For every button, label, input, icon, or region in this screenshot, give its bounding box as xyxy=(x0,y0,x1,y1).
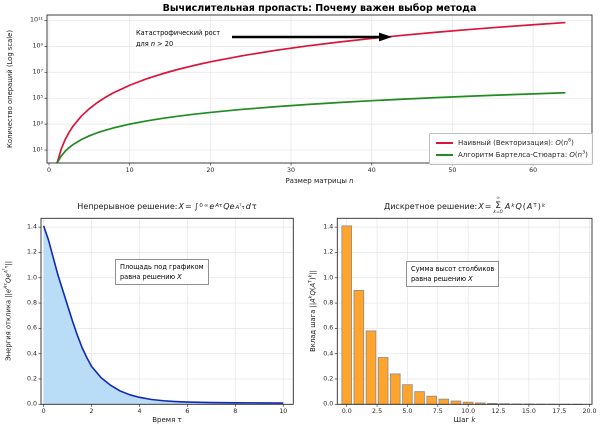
bar xyxy=(341,225,352,405)
legend-item-naive: Наивный (Векторизация): O(n6) xyxy=(436,139,586,147)
tick-label: 17.5 xyxy=(552,407,567,415)
tick-label: 15.0 xyxy=(521,407,536,415)
bar xyxy=(414,391,425,405)
tick-label: 1.4 xyxy=(26,223,37,231)
tick-label: 4 xyxy=(137,407,142,415)
tick-label: 10 xyxy=(279,407,288,415)
bars-annotation: Сумма высот столбиков равна решению X xyxy=(406,261,500,288)
area-annotation: Площадь под графиком равна решению X xyxy=(115,259,209,286)
continuous-title: Непрерывное решение: X = ∫ 0 ∞ e Aτ Qe ATτ d τ xyxy=(77,201,257,211)
discrete-xlabel: Шаг k xyxy=(453,416,476,424)
bar xyxy=(402,384,413,405)
tick-label: 1.0 xyxy=(323,274,334,282)
growth-arrow-icon xyxy=(232,32,392,42)
tick-label: 8 xyxy=(233,407,238,415)
tick-label: 0.4 xyxy=(26,350,37,358)
response-curve xyxy=(42,225,284,404)
axes-frame xyxy=(40,217,294,405)
tick-label: 0 xyxy=(41,407,46,415)
growth-annotation: Катастрофический рост для n > 20 xyxy=(136,29,221,48)
legend: Наивный (Векторизация): O(n6) Алгоритм Б… xyxy=(429,133,593,165)
tick-label: 10¹ xyxy=(32,146,43,154)
tick-label: 1.0 xyxy=(26,274,37,282)
legend-item-bartels: Алгоритм Бартелса-Стюарта: O(n3) xyxy=(436,150,588,159)
tick-label: 0.0 xyxy=(26,400,37,408)
tick-label: 40 xyxy=(367,166,376,174)
continuous-xlabel: Время τ xyxy=(152,416,182,424)
axes-frame xyxy=(46,14,593,164)
tick-label: 0.0 xyxy=(341,407,352,415)
tick-label: 0.0 xyxy=(323,400,334,408)
tick-label: 30 xyxy=(287,166,296,174)
bar xyxy=(390,373,401,405)
tick-label: 10⁵ xyxy=(32,94,43,102)
tick-label: 60 xyxy=(529,166,538,174)
legend-label-bartels: Алгоритм Бартелса-Стюарта: O(n3) xyxy=(458,150,588,159)
tick-label: 20.0 xyxy=(582,407,597,415)
tick-label: 10⁹ xyxy=(32,42,43,50)
tick-label: 12.5 xyxy=(491,407,506,415)
bar xyxy=(377,357,389,405)
tick-label: 2 xyxy=(89,407,94,415)
tick-label: 0.6 xyxy=(26,324,37,332)
naive-line-swatch xyxy=(436,141,453,145)
tick-label: 10.0 xyxy=(461,407,476,415)
tick-label: 10³ xyxy=(32,120,43,128)
tick-label: 0.8 xyxy=(323,299,334,307)
tick-label: 7.5 xyxy=(432,407,443,415)
tick-label: 2.5 xyxy=(372,407,383,415)
bar xyxy=(353,290,365,405)
tick-label: 5.0 xyxy=(402,407,413,415)
axes-frame xyxy=(336,217,593,405)
tick-label: 0 xyxy=(47,166,52,174)
legend-label-naive: Наивный (Векторизация): O(n6) xyxy=(458,138,574,147)
discrete-ylabel: Вклад шага ||AkQ(AT)k|| xyxy=(308,270,317,352)
naive-vectorization-On6-line xyxy=(56,21,566,164)
tick-label: 20 xyxy=(206,166,215,174)
tick-label: 50 xyxy=(448,166,457,174)
bar xyxy=(365,330,377,405)
tick-label: 10⁷ xyxy=(32,68,43,76)
tick-label: 0.2 xyxy=(323,375,334,383)
tick-label: 0.8 xyxy=(26,299,37,307)
tick-label: 1.2 xyxy=(26,248,37,256)
tick-label: 0.2 xyxy=(26,375,37,383)
bartels-line-swatch xyxy=(436,153,453,157)
complexity-ylabel: Количество операций (Log scale) xyxy=(6,30,14,148)
tick-label: 10¹¹ xyxy=(29,16,43,24)
tick-label: 0.6 xyxy=(323,324,334,332)
tick-label: 10 xyxy=(125,166,134,174)
continuous-ylabel: Энергия отклика ||eAτQeATτ|| xyxy=(1,260,13,362)
response-area xyxy=(43,225,284,405)
main-title: Вычислительная пропасть: Почему важен вы… xyxy=(162,2,477,14)
bartels-stewart-On3-line xyxy=(56,91,566,164)
tick-label: 6 xyxy=(185,407,190,415)
bar xyxy=(450,400,462,405)
bar xyxy=(426,395,437,405)
tick-label: 1.4 xyxy=(323,223,334,231)
bar xyxy=(438,398,450,405)
charts-layer xyxy=(38,14,593,407)
tick-label: 0.4 xyxy=(323,350,334,358)
complexity-xlabel: Размер матрицы n xyxy=(285,177,354,185)
tick-label: 1.2 xyxy=(323,248,334,256)
